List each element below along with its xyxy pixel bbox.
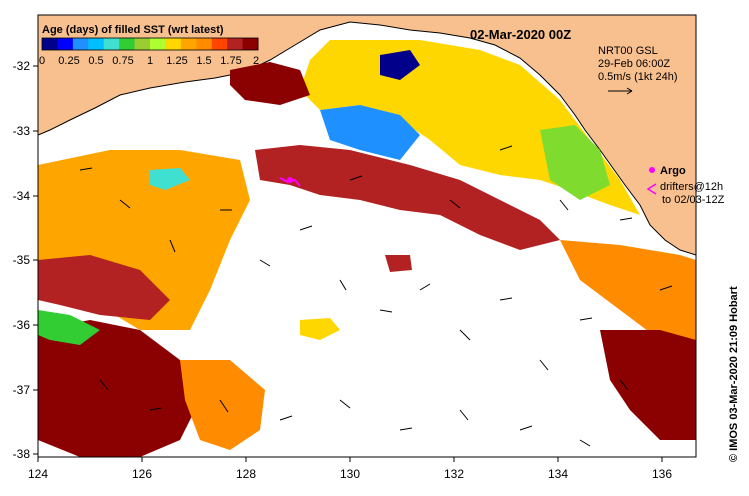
colorbar-tick-label: 1.75 xyxy=(220,55,241,67)
colorbar-tick-label: 1.25 xyxy=(166,55,187,67)
colorbar-swatch xyxy=(103,38,120,50)
coastline xyxy=(38,21,696,256)
y-tick-label: -36 xyxy=(13,318,31,332)
x-tick-label: 128 xyxy=(236,467,256,481)
y-tick-label: -34 xyxy=(13,189,31,203)
map-frame xyxy=(37,14,697,458)
colorbar-tick-label: 0.5 xyxy=(88,55,103,67)
drifter-marker-icon xyxy=(646,183,657,195)
colorbar-tick-label: 0.75 xyxy=(112,55,133,67)
sst-patch-orange-south xyxy=(180,360,265,450)
map-date-title: 02-Mar-2020 00Z xyxy=(470,27,571,42)
colorbar-tick-label: 0.25 xyxy=(58,55,79,67)
colorbar-tick-label: 1 xyxy=(147,55,153,67)
sst-patch-darkred-mid xyxy=(385,255,412,272)
y-tick-label: -32 xyxy=(13,59,31,73)
scale-arrowhead-icon xyxy=(626,87,633,95)
colorbar-swatch xyxy=(150,38,166,50)
land-area xyxy=(38,15,696,255)
sst-patch-cyan-center xyxy=(150,168,190,190)
sst-patch-darkred-sw xyxy=(38,320,200,457)
imos-credit: © IMOS 03-Mar-2020 21:09 Hobart xyxy=(728,286,740,462)
colorbar-swatch xyxy=(180,38,197,50)
colorbar-swatches xyxy=(42,38,259,50)
colorbar-tick-label: 2 xyxy=(253,55,259,67)
colorbar-swatch xyxy=(72,38,89,50)
sst-patch-blue-central xyxy=(320,105,420,160)
current-time-label: 29-Feb 06:00Z xyxy=(598,58,670,70)
sst-patch-darkred-central xyxy=(255,145,560,250)
sst-patch-darkred-east xyxy=(600,330,696,440)
colorbar-swatch xyxy=(165,38,182,50)
x-tick-label: 130 xyxy=(340,467,360,481)
current-model-label: NRT00 GSL xyxy=(598,45,658,57)
sst-patch-darkred-top xyxy=(230,62,310,105)
colorbar-swatch xyxy=(119,38,136,50)
y-tick-label: -38 xyxy=(13,447,31,461)
argo-legend: Argo drifters@12h to 02/03-12Z xyxy=(646,165,725,206)
sst-patch-orange-east xyxy=(560,240,696,340)
y-tick-label: -37 xyxy=(13,383,31,397)
y-tick-label: -33 xyxy=(13,124,31,138)
sst-patch-yellow-center xyxy=(300,318,340,340)
colorbar-swatch xyxy=(211,38,228,50)
drifters-label: drifters@12h xyxy=(660,181,723,193)
colorbar-swatch xyxy=(42,38,58,50)
colorbar-swatch xyxy=(88,38,105,50)
colorbar-title: Age (days) of filled SST (wrt latest) xyxy=(42,24,224,36)
colorbar-swatch xyxy=(196,38,213,50)
colorbar-frame xyxy=(41,37,259,51)
argo-float-marker xyxy=(287,177,293,183)
sst-patch-green-sw xyxy=(38,310,100,345)
drifters-time-label: to 02/03-12Z xyxy=(662,194,725,206)
sst-field xyxy=(38,15,696,457)
colorbar-tick-label: 1.5 xyxy=(196,55,211,67)
x-tick-label: 134 xyxy=(548,467,568,481)
sst-patch-navy-top xyxy=(380,50,420,80)
colorbar-legend: Age (days) of filled SST (wrt latest) 0 … xyxy=(39,24,259,67)
argo-marker-icon xyxy=(649,167,655,173)
sst-patch-darkred-west xyxy=(38,255,170,320)
current-vectors xyxy=(79,145,673,447)
y-tick-label: -35 xyxy=(13,253,31,267)
colorbar-swatch xyxy=(227,38,244,50)
argo-label: Argo xyxy=(660,165,686,177)
sst-patch-green-east xyxy=(540,125,610,200)
x-tick-label: 136 xyxy=(652,467,672,481)
colorbar-tick-label: 0 xyxy=(39,55,45,67)
x-tick-label: 126 xyxy=(132,467,152,481)
y-axis: -32 -33 -34 -35 -36 -37 -38 xyxy=(13,59,38,461)
colorbar-swatch xyxy=(134,38,151,50)
current-info: NRT00 GSL 29-Feb 06:00Z 0.5m/s (1kt 24h) xyxy=(598,45,677,95)
colorbar-swatch xyxy=(57,38,74,50)
colorbar-swatch xyxy=(242,38,259,50)
x-tick-label: 132 xyxy=(444,467,464,481)
current-scale-label: 0.5m/s (1kt 24h) xyxy=(598,71,677,83)
x-axis: 124 126 128 130 132 134 136 xyxy=(28,457,672,481)
x-tick-label: 124 xyxy=(28,467,48,481)
